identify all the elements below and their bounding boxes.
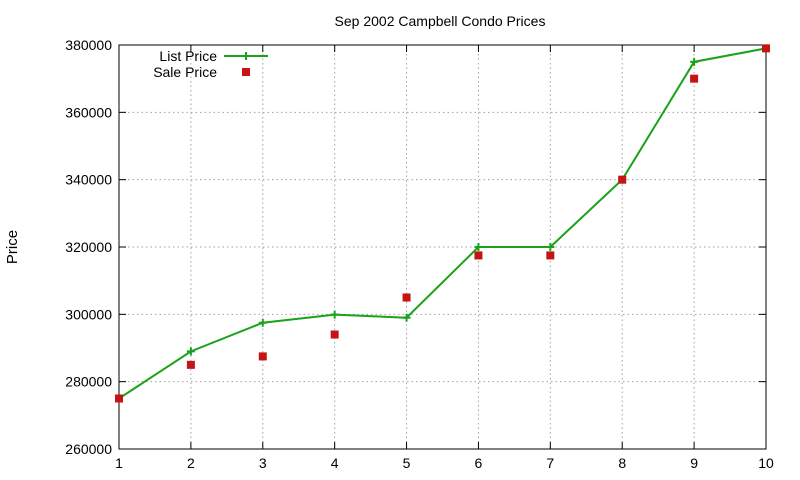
list-price-point (402, 313, 411, 322)
sale-price-point (690, 74, 699, 83)
sale-price-point (186, 360, 195, 369)
x-tick-label: 4 (331, 455, 339, 471)
y-tick-label: 320000 (65, 239, 112, 255)
x-tick-label: 8 (618, 455, 626, 471)
list-price-point (330, 310, 339, 319)
grid-lines (119, 45, 766, 449)
list-price-line (118, 47, 767, 400)
y-axis-label: Price (4, 230, 21, 264)
x-tick-label: 6 (475, 455, 483, 471)
x-tick-label: 9 (690, 455, 698, 471)
x-tick-label: 7 (546, 455, 554, 471)
sale-price-point (402, 293, 411, 302)
legend-swatch-marker (242, 68, 250, 76)
y-tick-label: 300000 (65, 306, 112, 322)
x-tick-label: 1 (115, 455, 123, 471)
sale-price-point (762, 44, 770, 53)
sale-price-point (546, 251, 555, 260)
legend-label: List Price (159, 48, 217, 64)
legend-label: Sale Price (153, 64, 217, 80)
sale-price-point (330, 330, 339, 339)
sale-price-point (618, 175, 627, 184)
sale-price-point (474, 251, 483, 260)
sale-price-point (258, 352, 267, 361)
y-tick-label: 260000 (65, 441, 112, 457)
x-tick-label: 2 (187, 455, 195, 471)
axis-ticks: 260000 280000 300000 320000 340000 360000 3800… (65, 37, 774, 471)
list-price-point (690, 57, 699, 66)
y-tick-label: 360000 (65, 104, 112, 120)
y-tick-label: 340000 (65, 172, 112, 188)
list-price-point (186, 347, 195, 356)
y-tick-label: 280000 (65, 374, 112, 390)
list-price-point (474, 243, 483, 251)
series-sale-price (115, 44, 770, 403)
x-tick-label: 5 (403, 455, 411, 471)
chart-title: Sep 2002 Campbell Condo Prices (335, 13, 546, 29)
series-layer (115, 44, 770, 403)
sale-price-point (115, 394, 123, 403)
x-tick-label: 10 (758, 455, 774, 471)
list-price-point (258, 318, 267, 327)
legend-swatch-marker (242, 52, 250, 60)
x-tick-label: 3 (259, 455, 267, 471)
list-price-point (546, 243, 555, 251)
series-list-price (115, 44, 770, 403)
y-tick-label: 380000 (65, 37, 112, 53)
